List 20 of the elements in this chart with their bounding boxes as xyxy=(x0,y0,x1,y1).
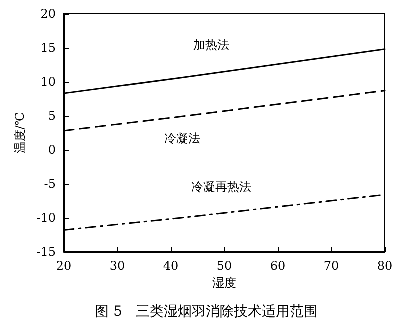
x-tick-label: 50 xyxy=(216,259,232,273)
y-tick-label: -15 xyxy=(36,245,56,259)
text: 图 5 三类湿烟羽消除技术适用范围 xyxy=(95,304,318,320)
x-tick-label: 70 xyxy=(324,259,340,273)
y-tick-label: 0 xyxy=(48,143,56,157)
series-label: 冷凝法 xyxy=(164,131,200,146)
y-tick-label: 20 xyxy=(40,7,56,21)
y-axis-title: 温度/℃ xyxy=(12,112,27,154)
series-label: 冷凝再热法 xyxy=(192,180,252,194)
y-tick-label: 10 xyxy=(40,75,56,89)
x-tick-label: 60 xyxy=(270,259,286,273)
x-tick-label: 30 xyxy=(110,259,126,273)
series-label: 加热法 xyxy=(194,38,230,52)
x-axis-title: 湿度 xyxy=(212,276,236,290)
y-tick-label: -5 xyxy=(44,177,56,191)
x-tick-label: 40 xyxy=(163,259,179,273)
y-tick-label: 15 xyxy=(40,41,56,55)
y-tick-label: 5 xyxy=(48,109,56,123)
y-tick-label: -10 xyxy=(36,211,56,225)
x-tick-label: 80 xyxy=(377,259,393,273)
